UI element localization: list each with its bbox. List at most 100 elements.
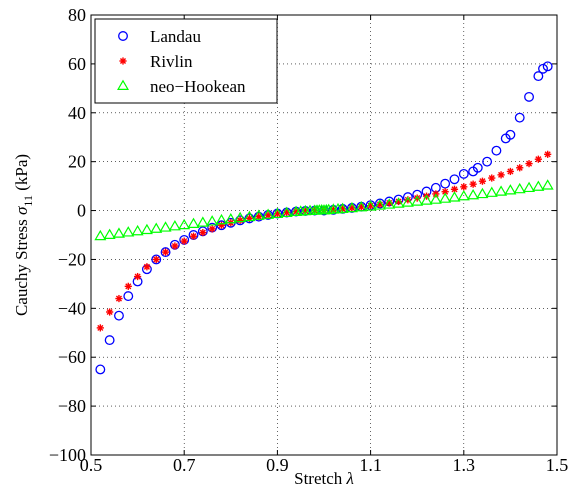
x-tick-label: 1.5 [546,455,569,475]
data-point [482,156,493,167]
data-point [345,201,358,213]
data-point [252,209,265,220]
data-point [532,180,545,191]
data-point [488,174,496,182]
data-point [355,200,368,212]
y-axis-label-subscript: 11 [21,195,35,207]
legend-label: Landau [150,27,201,46]
series-circle [95,61,553,375]
data-point [392,197,405,208]
x-tick-label: 1.3 [453,455,476,475]
y-tick-label: 0 [77,201,86,221]
series-triangle [94,179,554,241]
data-point [373,199,386,210]
data-point [476,187,489,199]
data-point [469,180,477,188]
data-point [180,237,188,245]
data-point [440,178,451,189]
x-axis-label-main: Stretch [294,469,346,488]
legend-marker [118,31,128,41]
data-point [478,177,487,185]
y-tick-label: 40 [68,103,86,123]
data-point [103,228,116,239]
data-point [115,294,123,303]
data-point [159,221,172,232]
data-point [262,208,275,219]
data-point [150,222,163,233]
data-point [206,215,219,226]
y-tick-label: −80 [58,396,86,416]
y-tick-label: −20 [58,249,86,269]
data-point [524,91,534,102]
data-point [541,179,554,190]
data-point [460,183,468,191]
data-point [467,188,480,200]
data-point [152,255,160,264]
data-point [208,225,216,233]
data-point [224,212,237,224]
data-point [525,160,533,168]
data-point [143,263,151,271]
data-point [160,247,171,258]
data-point [134,272,142,281]
data-series [94,61,554,375]
data-point [439,192,452,203]
data-point [123,291,134,302]
data-point [189,232,198,240]
data-point [485,186,498,197]
data-point [95,364,106,375]
y-axis-label-unit: (kPa) [12,154,31,195]
data-point [420,194,433,205]
data-point [383,198,396,209]
data-point [533,71,544,82]
y-tick-label: 80 [68,5,86,25]
x-axis-label: Stretch λ [294,469,354,488]
data-point [472,162,483,173]
data-point [449,174,460,185]
data-point [497,171,505,179]
data-point [544,150,552,158]
x-tick-label: 0.7 [173,455,196,475]
data-point [448,191,461,202]
data-point [538,63,548,74]
axis-tick-labels: 0.5 0.7 0.9 1.1 1.3 1.5 −100 −80 −60 −40 −20 0 20 40 6… [49,5,568,475]
data-point [505,129,516,140]
data-point [513,182,526,194]
x-tick-label: 1.1 [359,455,382,475]
data-point [199,228,207,237]
data-point [104,335,115,346]
data-point [506,167,514,176]
data-point [215,213,228,225]
data-point [495,185,508,196]
data-point [196,216,209,227]
data-point [112,227,125,238]
x-axis-label-lambda: λ [346,469,354,488]
legend: Landau Rivlin neo−Hookean [94,18,278,104]
y-axis-label-sigma: σ [12,206,31,215]
x-tick-label: 0.5 [80,455,103,475]
y-tick-label: −100 [49,445,86,465]
data-point [280,206,293,217]
data-point [514,112,525,123]
y-axis-label-main: Cauchy Stress [12,215,31,316]
legend-label: neo−Hookean [150,77,246,96]
data-point [450,185,459,193]
data-point [523,181,536,193]
data-point [401,196,414,207]
data-point [140,223,153,235]
data-point [534,155,542,163]
y-tick-label: 60 [68,54,86,74]
data-point [234,211,247,223]
legend-marker [117,79,129,90]
data-point [94,229,107,241]
data-point [491,145,502,156]
data-point [124,282,132,290]
data-point [429,193,442,204]
data-point [114,310,124,321]
y-tick-label: −40 [58,298,86,318]
data-point [271,207,284,218]
legend-marker [119,57,127,65]
data-point [411,195,424,206]
